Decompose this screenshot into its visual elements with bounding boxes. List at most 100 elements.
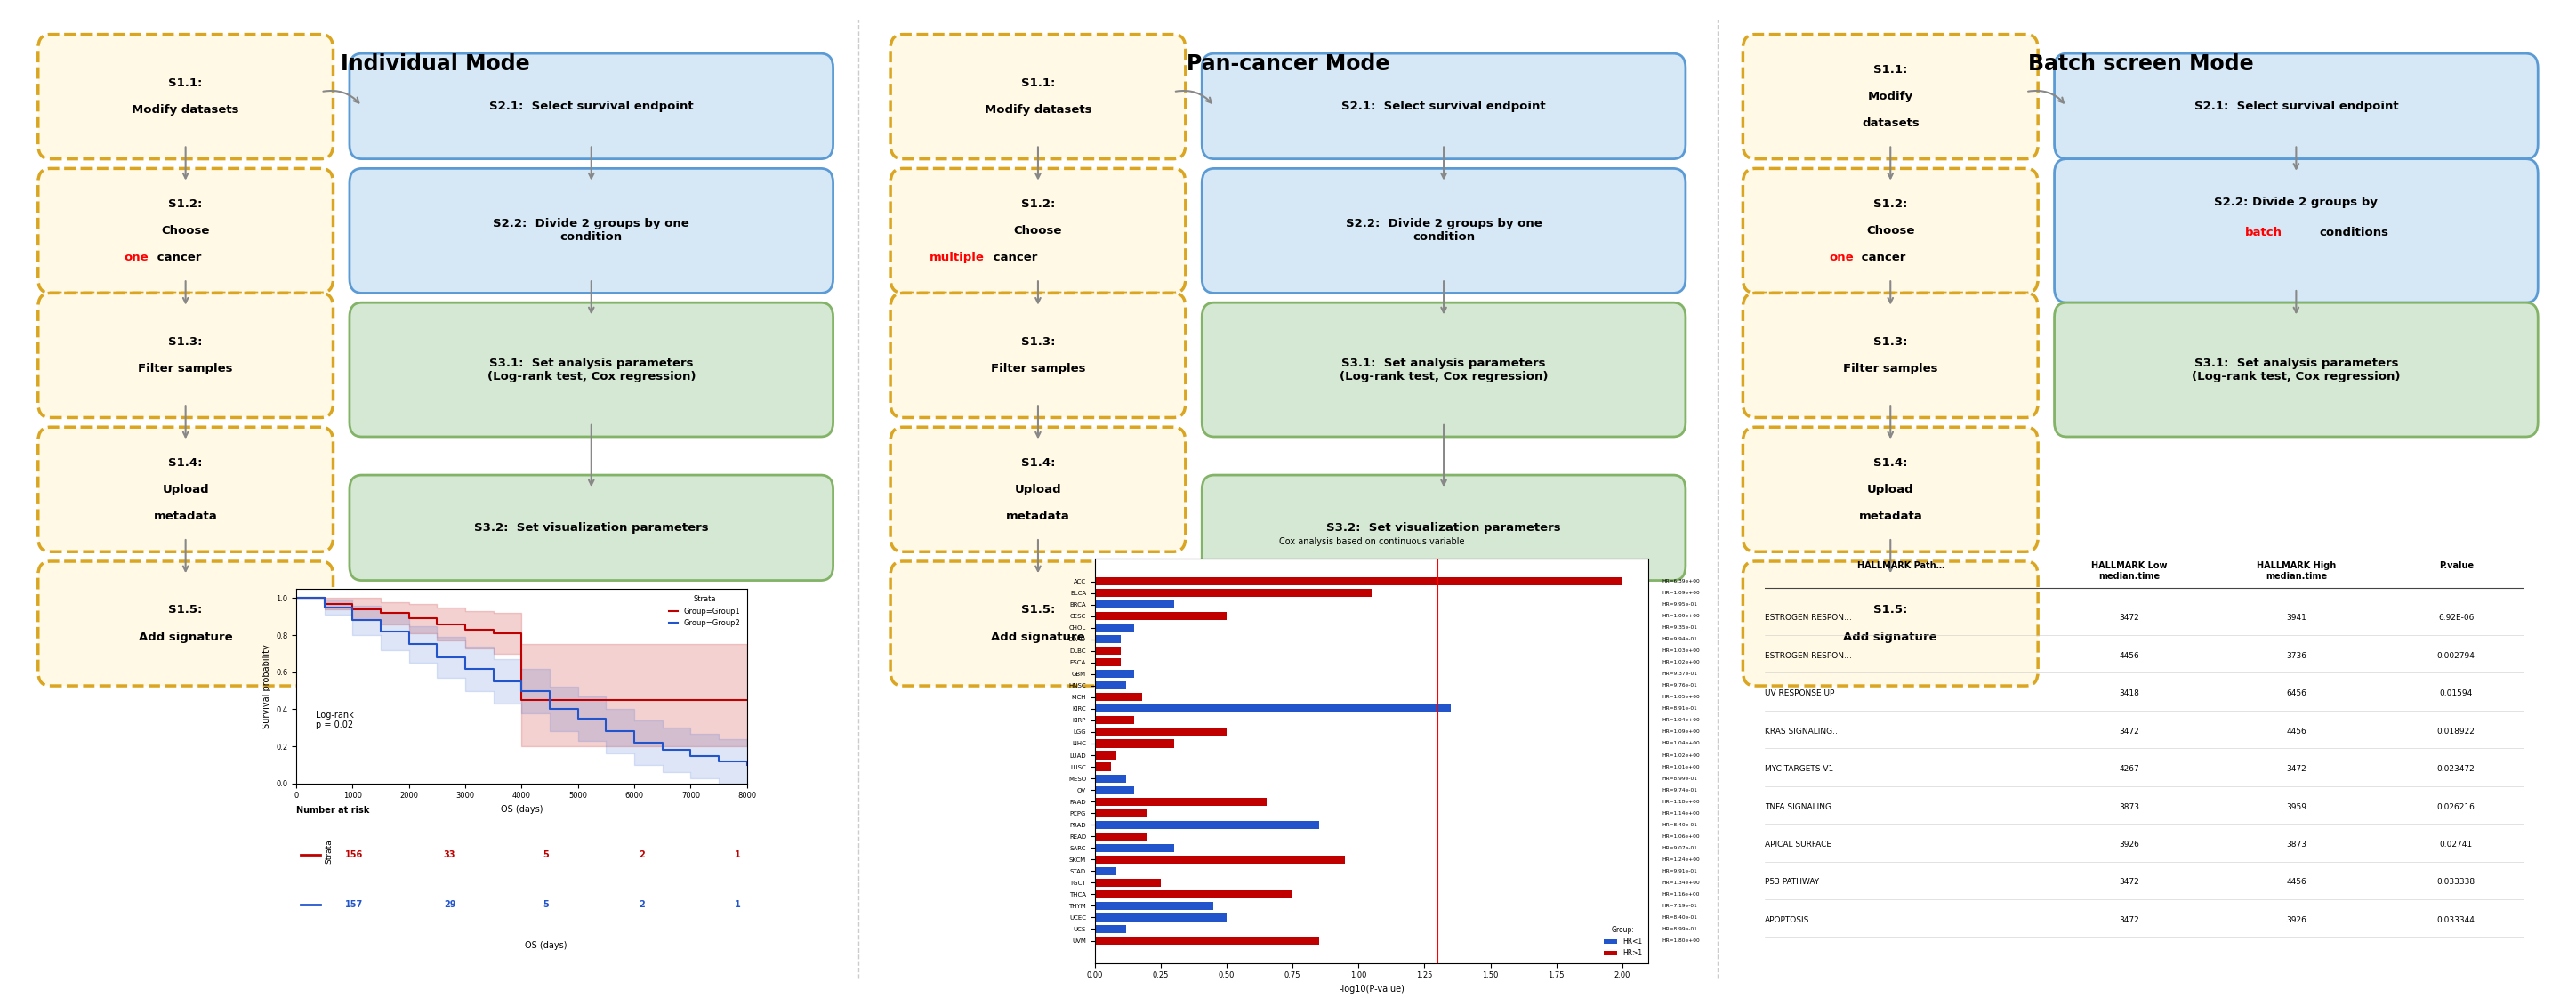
X-axis label: OS (days): OS (days) xyxy=(500,805,544,814)
Text: ESTROGEN RESPON…: ESTROGEN RESPON… xyxy=(1765,614,1852,622)
Text: 5: 5 xyxy=(544,850,549,859)
FancyBboxPatch shape xyxy=(891,293,1185,417)
Text: HR=1.80e+00: HR=1.80e+00 xyxy=(1662,938,1700,943)
Text: metadata: metadata xyxy=(1857,510,1922,522)
Text: metadata: metadata xyxy=(1007,510,1069,522)
Bar xyxy=(1095,774,1126,782)
Text: 3873: 3873 xyxy=(2287,840,2306,848)
FancyBboxPatch shape xyxy=(350,475,832,581)
Bar xyxy=(1095,659,1121,667)
FancyBboxPatch shape xyxy=(350,169,832,293)
Text: Modify datasets: Modify datasets xyxy=(131,104,240,116)
Text: 2: 2 xyxy=(639,900,644,909)
Bar xyxy=(1095,670,1133,678)
Text: Add signature: Add signature xyxy=(1844,631,1937,643)
Text: 29: 29 xyxy=(443,900,456,909)
Text: Add signature: Add signature xyxy=(992,631,1084,643)
Text: S1.2:: S1.2: xyxy=(1020,199,1056,210)
Bar xyxy=(1095,682,1126,690)
Text: HR=6.39e+00: HR=6.39e+00 xyxy=(1662,579,1700,584)
Text: S3.1:  Set analysis parameters
(Log-rank test, Cox regression): S3.1: Set analysis parameters (Log-rank … xyxy=(1340,357,1548,382)
Bar xyxy=(1095,647,1121,655)
Text: HR=7.19e-01: HR=7.19e-01 xyxy=(1662,903,1698,908)
Text: 0.02741: 0.02741 xyxy=(2439,840,2473,848)
Text: 3926: 3926 xyxy=(2287,916,2306,924)
Text: 6.92E-06: 6.92E-06 xyxy=(2437,614,2473,622)
Text: S1.5:: S1.5: xyxy=(1873,605,1906,616)
Text: 33: 33 xyxy=(443,850,456,859)
Text: datasets: datasets xyxy=(1862,118,1919,129)
Text: 1: 1 xyxy=(734,900,739,909)
Bar xyxy=(1095,728,1226,737)
Text: 3418: 3418 xyxy=(2120,690,2141,698)
Text: 4456: 4456 xyxy=(2287,878,2306,886)
Text: 0.002794: 0.002794 xyxy=(2437,652,2476,660)
Text: S1.1:: S1.1: xyxy=(167,78,204,89)
Text: 0.033338: 0.033338 xyxy=(2437,878,2476,886)
Text: HR=1.04e+00: HR=1.04e+00 xyxy=(1662,719,1700,723)
Text: S1.5:: S1.5: xyxy=(1020,605,1056,616)
Text: S3.1:  Set analysis parameters
(Log-rank test, Cox regression): S3.1: Set analysis parameters (Log-rank … xyxy=(2192,357,2401,382)
Text: Log-rank
p = 0.02: Log-rank p = 0.02 xyxy=(317,711,353,730)
Bar xyxy=(1095,624,1133,632)
X-axis label: -log10(P-value): -log10(P-value) xyxy=(1340,985,1404,994)
Text: HR=1.04e+00: HR=1.04e+00 xyxy=(1662,742,1700,746)
Text: UV RESPONSE UP: UV RESPONSE UP xyxy=(1765,690,1834,698)
Text: S2.2: Divide 2 groups by: S2.2: Divide 2 groups by xyxy=(2215,197,2378,208)
FancyBboxPatch shape xyxy=(350,302,832,437)
Bar xyxy=(1095,762,1110,770)
Text: Add signature: Add signature xyxy=(139,631,232,643)
Text: HALLMARK Path…: HALLMARK Path… xyxy=(1857,561,1945,570)
Text: Individual Mode: Individual Mode xyxy=(340,54,531,75)
FancyBboxPatch shape xyxy=(39,427,332,552)
Text: S1.3:: S1.3: xyxy=(1020,336,1056,347)
Text: Filter samples: Filter samples xyxy=(992,363,1084,374)
Bar xyxy=(1095,751,1115,759)
Text: HR=1.16e+00: HR=1.16e+00 xyxy=(1662,892,1700,896)
Text: S1.1:: S1.1: xyxy=(1020,78,1056,89)
Text: S1.4:: S1.4: xyxy=(1020,457,1056,468)
Text: 3941: 3941 xyxy=(2287,614,2306,622)
Text: HR=8.99e-01: HR=8.99e-01 xyxy=(1662,927,1698,931)
FancyBboxPatch shape xyxy=(2056,302,2537,437)
Text: TNFA SIGNALING…: TNFA SIGNALING… xyxy=(1765,802,1839,810)
Text: 1: 1 xyxy=(734,850,739,859)
Text: cancer: cancer xyxy=(989,251,1038,263)
Text: 4456: 4456 xyxy=(2120,652,2141,660)
Bar xyxy=(1095,809,1146,817)
Text: Batch screen Mode: Batch screen Mode xyxy=(2027,54,2254,75)
Text: multiple: multiple xyxy=(930,251,984,263)
Text: HR=1.02e+00: HR=1.02e+00 xyxy=(1662,752,1700,757)
FancyBboxPatch shape xyxy=(1744,34,2038,159)
Text: HR=8.99e-01: HR=8.99e-01 xyxy=(1662,776,1698,780)
Text: HR=1.06e+00: HR=1.06e+00 xyxy=(1662,834,1700,838)
FancyBboxPatch shape xyxy=(1203,475,1685,581)
FancyBboxPatch shape xyxy=(39,293,332,417)
Bar xyxy=(1095,832,1146,840)
Bar xyxy=(1095,855,1345,863)
Text: Filter samples: Filter samples xyxy=(139,363,232,374)
Text: 0.01594: 0.01594 xyxy=(2439,690,2473,698)
Text: Upload: Upload xyxy=(162,484,209,495)
Text: Upload: Upload xyxy=(1868,484,1914,495)
Text: S3.2:  Set visualization parameters: S3.2: Set visualization parameters xyxy=(1327,522,1561,534)
Text: HR=8.40e-01: HR=8.40e-01 xyxy=(1662,822,1698,827)
Text: HR=1.14e+00: HR=1.14e+00 xyxy=(1662,811,1700,815)
Text: S1.4:: S1.4: xyxy=(1873,457,1909,468)
Bar xyxy=(1095,925,1126,933)
Text: KRAS SIGNALING…: KRAS SIGNALING… xyxy=(1765,728,1839,736)
Text: Choose: Choose xyxy=(1865,225,1914,237)
Bar xyxy=(1095,867,1115,875)
Text: 5: 5 xyxy=(544,900,549,909)
FancyBboxPatch shape xyxy=(891,427,1185,552)
Text: Modify: Modify xyxy=(1868,91,1914,103)
Text: 3472: 3472 xyxy=(2120,614,2141,622)
Text: S2.2:  Divide 2 groups by one
condition: S2.2: Divide 2 groups by one condition xyxy=(1345,219,1543,244)
Text: S3.1:  Set analysis parameters
(Log-rank test, Cox regression): S3.1: Set analysis parameters (Log-rank … xyxy=(487,357,696,382)
Bar xyxy=(1095,797,1267,805)
Text: batch: batch xyxy=(2244,227,2282,239)
Bar xyxy=(1095,902,1213,910)
Text: HR=1.24e+00: HR=1.24e+00 xyxy=(1662,857,1700,861)
FancyBboxPatch shape xyxy=(891,561,1185,686)
FancyBboxPatch shape xyxy=(1744,561,2038,686)
